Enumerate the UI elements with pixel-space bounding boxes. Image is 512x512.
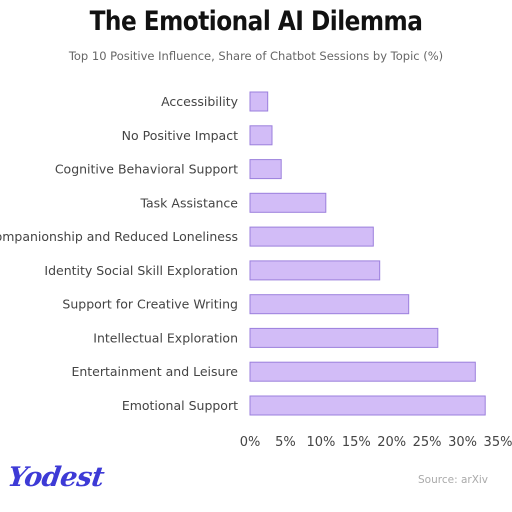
- x-tick-label: 5%: [275, 435, 296, 450]
- yodest-logo: Yodest: [5, 462, 106, 493]
- chart-title: The Emotional AI Dilemma: [89, 6, 423, 37]
- bar: [249, 226, 374, 247]
- category-label: No Positive Impact: [122, 128, 238, 143]
- chart-subtitle: Top 10 Positive Influence, Share of Chat…: [68, 49, 444, 63]
- x-tick-label: 30%: [448, 435, 477, 450]
- category-label: Identity Social Skill Exploration: [44, 263, 238, 278]
- source-note: Source: arXiv: [418, 474, 489, 486]
- category-label: Task Assistance: [139, 195, 238, 210]
- x-tick-label: 35%: [484, 435, 512, 450]
- category-label: Emotional Support: [122, 398, 238, 413]
- category-label: Accessibility: [161, 94, 239, 109]
- bar: [249, 361, 476, 382]
- bar: [249, 260, 381, 281]
- category-label: Cognitive Behavioral Support: [55, 162, 238, 177]
- x-tick-label: 20%: [377, 435, 406, 450]
- x-tick-label: 15%: [342, 435, 371, 450]
- x-tick-label: 25%: [413, 435, 442, 450]
- bar: [249, 159, 282, 180]
- category-label: Support for Creative Writing: [62, 297, 238, 312]
- x-tick-label: 0%: [240, 435, 261, 450]
- bar: [249, 125, 273, 146]
- bar: [249, 327, 439, 348]
- category-label: Entertainment and Leisure: [71, 364, 238, 379]
- bar: [249, 294, 410, 315]
- category-label: Intellectual Exploration: [93, 330, 238, 345]
- bar: [249, 395, 486, 416]
- x-tick-label: 10%: [306, 435, 335, 450]
- bar: [249, 91, 269, 112]
- category-label: Companionship and Reduced Loneliness: [0, 229, 238, 244]
- bar: [249, 192, 327, 213]
